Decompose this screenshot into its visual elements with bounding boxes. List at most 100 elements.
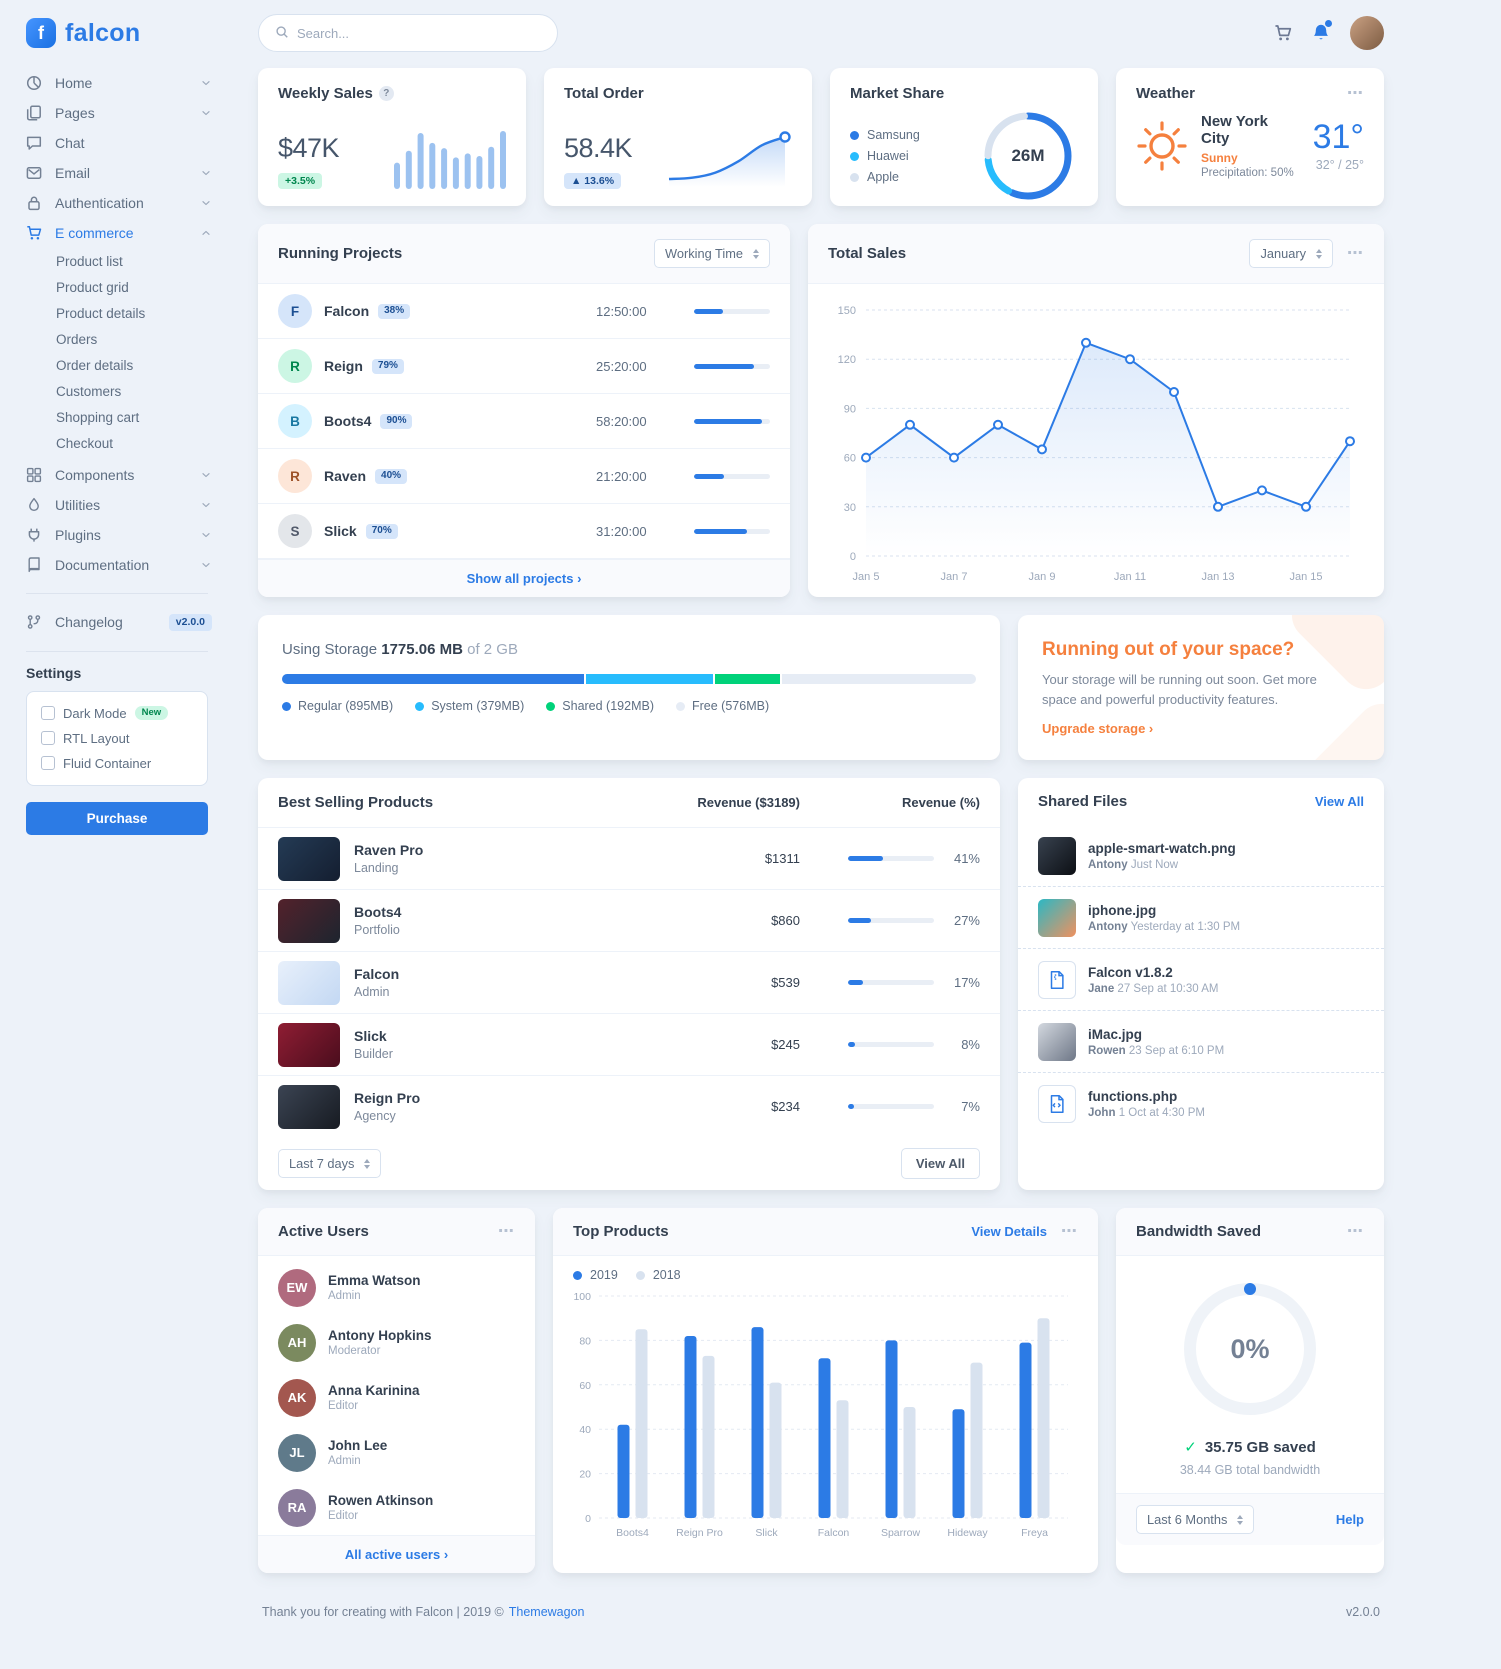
storage-used: 1775.06 MB (381, 641, 463, 658)
user-avatar[interactable] (1350, 16, 1384, 50)
file-time: 23 Sep at 6:10 PM (1128, 1044, 1225, 1057)
product-name-link[interactable]: Falcon (354, 966, 400, 983)
cart-icon[interactable] (1274, 24, 1292, 42)
view-all-button[interactable]: View All (900, 1148, 980, 1180)
sidebar-subitem[interactable]: Shopping cart (56, 409, 140, 425)
file-name-link[interactable]: iMac.jpg (1088, 1026, 1143, 1042)
checkbox[interactable] (41, 731, 55, 745)
legend-item[interactable]: 2019 (573, 1268, 618, 1282)
checkbox[interactable] (41, 706, 55, 720)
view-all-files-link[interactable]: View All (1314, 794, 1364, 810)
sidebar-nav-item[interactable]: Authentication (26, 188, 220, 218)
project-name-link[interactable]: Reign (324, 358, 363, 374)
user-name-link[interactable]: Emma Watson (328, 1273, 421, 1289)
sidebar-subitem[interactable]: Customers (56, 383, 122, 399)
total-sales-chart: 0 30 60 90 120 150 Jan 5 Jan 7 Jan 9 Jan 11 Jan 13… (838, 305, 1355, 583)
working-time-select[interactable]: Working Time (654, 239, 770, 268)
product-name-link[interactable]: Boots4 (354, 904, 402, 921)
sidebar-subitem[interactable]: Product details (56, 305, 146, 321)
legend-item[interactable]: 2018 (635, 1268, 681, 1282)
sidebar-subitem[interactable]: Product grid (56, 279, 129, 295)
months-select[interactable]: Last 6 Months (1136, 1505, 1255, 1535)
product-name-link[interactable]: Raven Pro (354, 842, 424, 859)
chevron-down-icon (200, 529, 212, 541)
help-icon[interactable]: ? (378, 86, 394, 101)
sidebar-nav-item-changelog[interactable]: Changelog v2.0.0 (26, 607, 220, 638)
menu-dots-icon[interactable]: ⋯ (1347, 1222, 1364, 1240)
user-name-link[interactable]: John Lee (328, 1438, 388, 1454)
settings-option[interactable]: Dark Mode New (41, 701, 193, 726)
user-name-link[interactable]: Antony Hopkins (328, 1328, 432, 1344)
project-name-link[interactable]: Boots4 (324, 413, 372, 429)
legend-dot (850, 151, 859, 161)
weekly-sales-value: $47K (278, 132, 340, 163)
changelog-icon (26, 614, 44, 630)
product-thumbnail (278, 960, 340, 1005)
project-time: 21:20:00 (596, 468, 647, 484)
file-name-link[interactable]: apple-smart-watch.png (1088, 840, 1236, 856)
menu-dots-icon[interactable]: ⋯ (498, 1222, 515, 1240)
file-name-link[interactable]: iphone.jpg (1088, 902, 1157, 918)
menu-dots-icon[interactable]: ⋯ (1347, 244, 1364, 262)
sidebar-nav-item[interactable]: Chat (26, 128, 220, 158)
sidebar-nav-item[interactable]: Utilities (26, 490, 220, 520)
user-role: Admin (328, 1455, 361, 1468)
project-name-link[interactable]: Raven (324, 468, 367, 484)
sidebar-nav-item[interactable]: Components (26, 460, 220, 490)
menu-dots-icon[interactable]: ⋯ (1347, 84, 1364, 102)
sidebar-subitem[interactable]: Product list (56, 253, 123, 269)
upgrade-storage-link[interactable]: Upgrade storage › (1042, 721, 1154, 737)
project-name-link[interactable]: Slick (324, 523, 357, 539)
settings-panel: Dark Mode New RTL Layout Fluid Container (26, 690, 208, 786)
project-row: B Boots4 90% 58:20:00 (258, 394, 790, 449)
shared-files-card: Shared Files View All apple-smart-watch.… (1018, 778, 1384, 1191)
notifications-button[interactable] (1312, 19, 1332, 44)
home-icon (26, 75, 44, 91)
logo[interactable]: f falcon (26, 18, 220, 48)
view-details-link[interactable]: View Details (971, 1224, 1047, 1240)
user-name-link[interactable]: Rowen Atkinson (328, 1493, 434, 1509)
weekly-sales-badge: +3.5% (278, 172, 323, 189)
period-select[interactable]: Last 7 days (278, 1149, 382, 1179)
file-name-link[interactable]: Falcon v1.8.2 (1088, 964, 1173, 980)
file-name-link[interactable]: functions.php (1088, 1088, 1178, 1104)
revenue-progress-bar (848, 980, 934, 986)
project-avatar: F (278, 294, 312, 328)
chevron-down-icon (200, 77, 212, 89)
search-box[interactable] (258, 14, 558, 52)
show-all-projects-link[interactable]: Show all projects › (466, 571, 582, 586)
sidebar-nav-item-ecommerce[interactable]: E commerce (26, 218, 220, 248)
settings-option[interactable]: RTL Layout (41, 726, 193, 751)
legend-label: System (379MB) (431, 699, 525, 713)
sidebar-nav-item[interactable]: Home (26, 68, 220, 98)
product-name-link[interactable]: Slick (354, 1028, 387, 1045)
product-name-link[interactable]: Reign Pro (354, 1090, 421, 1107)
sidebar-nav-item[interactable]: Documentation (26, 550, 220, 580)
sidebar-subitem[interactable]: Checkout (56, 435, 114, 451)
plugins-icon (26, 527, 44, 543)
user-name-link[interactable]: Anna Karinina (328, 1383, 420, 1399)
sidebar-subitem[interactable]: Orders (56, 331, 98, 347)
check-icon: ✓ (1184, 1439, 1197, 1457)
sidebar-subitem[interactable]: Order details (56, 357, 134, 373)
purchase-button[interactable]: Purchase (26, 801, 208, 835)
sidebar-nav-item[interactable]: Email (26, 158, 220, 188)
select-caret-icon (753, 248, 759, 259)
file-row: Falcon v1.8.2 Jane 27 Sep at 10:30 AM (1018, 949, 1384, 1012)
help-link[interactable]: Help (1335, 1512, 1364, 1528)
project-avatar: R (278, 459, 312, 493)
month-select[interactable]: January (1249, 239, 1333, 268)
project-name-link[interactable]: Falcon (324, 303, 370, 319)
user-avatar: EW (278, 1268, 316, 1307)
sidebar-nav-item[interactable]: Pages (26, 98, 220, 128)
settings-option[interactable]: Fluid Container (41, 751, 193, 776)
menu-dots-icon[interactable]: ⋯ (1061, 1222, 1078, 1240)
sidebar-nav-item[interactable]: Plugins (26, 520, 220, 550)
search-input[interactable] (297, 25, 541, 41)
checkbox[interactable] (41, 756, 55, 770)
all-active-users-link[interactable]: All active users › (344, 1547, 449, 1563)
chevron-down-icon (200, 559, 212, 571)
card-title: Top Products (573, 1223, 669, 1241)
themewagon-link[interactable]: Themewagon (508, 1605, 585, 1620)
file-time: 1 Oct at 4:30 PM (1118, 1106, 1205, 1119)
